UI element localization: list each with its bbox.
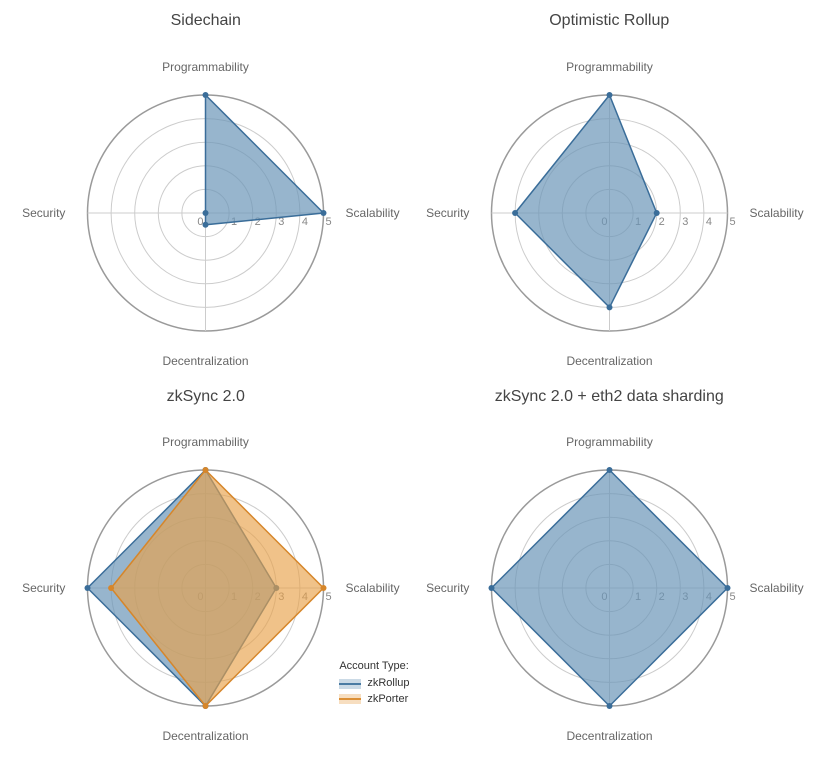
series-marker — [606, 304, 612, 310]
series-marker — [512, 210, 518, 216]
series-marker — [488, 585, 494, 591]
legend-swatch — [339, 694, 361, 704]
series-polygon — [491, 470, 727, 706]
chart-panel: Sidechain Programmability Scalability Decen… — [8, 10, 404, 378]
panel-title: Sidechain — [171, 12, 241, 30]
tick-label: 4 — [302, 216, 308, 228]
series-marker — [203, 703, 209, 709]
axis-label: Security — [22, 581, 65, 595]
series-marker — [203, 92, 209, 98]
axis-label: Security — [426, 206, 469, 220]
series-marker — [203, 210, 209, 216]
series-marker — [606, 703, 612, 709]
legend-item: zkRollup — [339, 676, 409, 691]
panel-title: zkSync 2.0 — [167, 388, 245, 406]
axis-label: Decentralization — [163, 729, 249, 743]
axis-label: Programmability — [162, 60, 249, 74]
chart-panel: zkSync 2.0 + eth2 data sharding Programma… — [412, 386, 808, 754]
series-polygon — [111, 470, 323, 706]
axis-label: Decentralization — [163, 354, 249, 368]
series-polygon — [206, 95, 324, 225]
chart-wrap: Programmability Scalability Decentralizati… — [412, 408, 808, 754]
chart-wrap: Programmability Scalability Decentralizati… — [8, 32, 404, 378]
radar-chart: Programmability Scalability Decentralizati… — [412, 410, 807, 750]
series-marker — [321, 210, 327, 216]
axis-label: Security — [22, 206, 65, 220]
chart-grid: Sidechain Programmability Scalability Decen… — [8, 10, 807, 753]
chart-grid-page: Sidechain Programmability Scalability Decen… — [0, 0, 815, 761]
series-marker — [606, 92, 612, 98]
series-marker — [321, 585, 327, 591]
axis-label: Scalability — [346, 581, 400, 595]
series-polygon — [515, 95, 657, 307]
legend: Account Type: zkRollupzkPorter — [339, 659, 409, 707]
series-marker — [108, 585, 114, 591]
tick-label: 4 — [706, 216, 712, 228]
axis-label: Programmability — [566, 60, 653, 74]
series-marker — [203, 222, 209, 228]
series-marker — [724, 585, 730, 591]
axis-label: Scalability — [346, 206, 400, 220]
legend-item: zkPorter — [339, 692, 409, 707]
axis-label: Security — [426, 581, 469, 595]
chart-panel: Optimistic Rollup Programmability Scalabil… — [412, 10, 808, 378]
chart-wrap: Programmability Scalability Decentralizati… — [412, 32, 808, 378]
legend-swatch — [339, 679, 361, 689]
axis-label: Decentralization — [566, 729, 652, 743]
legend-label: zkRollup — [367, 676, 409, 691]
tick-label: 0 — [198, 216, 204, 228]
tick-label: 2 — [658, 216, 664, 228]
radar-chart: Programmability Scalability Decentralizati… — [8, 35, 403, 375]
tick-label: 3 — [682, 216, 688, 228]
series-marker — [606, 467, 612, 473]
legend-title: Account Type: — [339, 659, 409, 674]
series-marker — [653, 210, 659, 216]
chart-panel: zkSync 2.0 Programmability Scalability Dece… — [8, 386, 404, 754]
axis-label: Programmability — [162, 435, 249, 449]
panel-title: Optimistic Rollup — [549, 12, 669, 30]
legend-label: zkPorter — [367, 692, 408, 707]
tick-label: 5 — [326, 216, 332, 228]
panel-title: zkSync 2.0 + eth2 data sharding — [495, 388, 724, 406]
tick-label: 5 — [729, 591, 735, 603]
radar-chart: Programmability Scalability Decentralizati… — [412, 35, 807, 375]
tick-label: 5 — [729, 216, 735, 228]
axis-label: Scalability — [749, 581, 803, 595]
series-marker — [85, 585, 91, 591]
axis-label: Scalability — [749, 206, 803, 220]
axis-label: Programmability — [566, 435, 653, 449]
axis-label: Decentralization — [566, 354, 652, 368]
series-marker — [203, 467, 209, 473]
tick-label: 5 — [326, 591, 332, 603]
